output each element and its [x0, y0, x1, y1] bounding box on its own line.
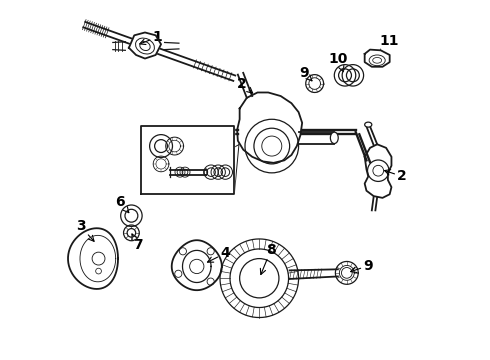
Ellipse shape — [365, 122, 372, 127]
Text: 1: 1 — [140, 30, 162, 45]
Text: 9: 9 — [351, 259, 373, 273]
Polygon shape — [365, 144, 392, 198]
Text: 7: 7 — [132, 234, 143, 252]
Text: 2: 2 — [237, 77, 253, 93]
Text: 2: 2 — [385, 170, 407, 184]
Polygon shape — [365, 50, 390, 67]
Text: 10: 10 — [328, 51, 347, 72]
Ellipse shape — [330, 132, 338, 144]
Polygon shape — [237, 93, 302, 163]
Text: 6: 6 — [115, 195, 129, 213]
Text: 8: 8 — [260, 243, 276, 275]
Text: 4: 4 — [208, 246, 230, 262]
Text: 3: 3 — [76, 220, 94, 241]
Polygon shape — [142, 126, 234, 194]
Text: 11: 11 — [380, 35, 399, 55]
Text: 5: 5 — [196, 137, 209, 155]
Polygon shape — [129, 32, 161, 59]
Polygon shape — [68, 228, 118, 289]
Text: 9: 9 — [299, 66, 312, 81]
Polygon shape — [172, 240, 222, 290]
